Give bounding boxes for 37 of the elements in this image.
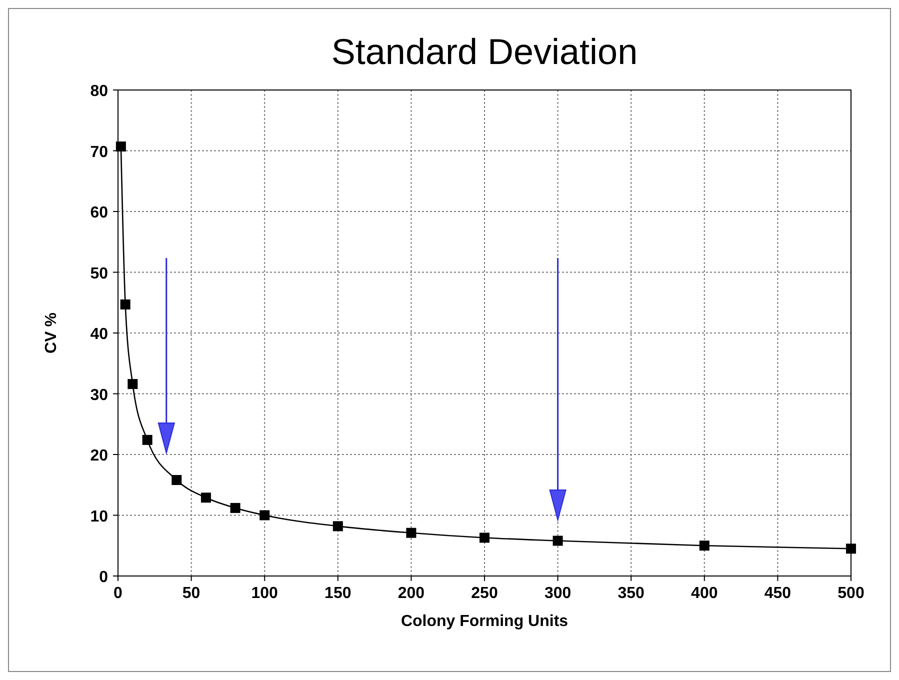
y-tick-label: 10 xyxy=(90,508,108,526)
point xyxy=(116,141,126,152)
point xyxy=(260,510,270,520)
point xyxy=(120,299,130,310)
x-axis-title: Colony Forming Units xyxy=(400,613,568,630)
x-tick-label: 450 xyxy=(764,585,792,602)
point xyxy=(846,544,856,554)
y-tick-label: 0 xyxy=(99,569,108,586)
x-tick-label: 300 xyxy=(544,585,572,602)
x-tick-label: 100 xyxy=(251,585,278,602)
y-axis-title: CV % xyxy=(43,312,60,354)
x-tick-label: 150 xyxy=(324,585,352,602)
point xyxy=(332,521,343,532)
x-tick-label: 0 xyxy=(114,585,123,602)
x-tick-label: 200 xyxy=(398,585,425,602)
point xyxy=(480,532,490,543)
chart-title: Standard Deviation xyxy=(331,31,638,72)
point xyxy=(406,528,416,538)
point xyxy=(552,536,563,546)
point xyxy=(142,434,152,445)
y-tick-label: 20 xyxy=(90,448,108,464)
y-tick-label: 40 xyxy=(90,326,108,343)
y-tick-label: 60 xyxy=(90,204,108,222)
point xyxy=(230,502,240,513)
point xyxy=(699,540,710,551)
y-tick-label: 30 xyxy=(90,386,108,404)
y-tick-label: 70 xyxy=(90,144,108,161)
x-tick-label: 50 xyxy=(182,585,200,602)
point xyxy=(128,379,138,390)
x-tick-label: 400 xyxy=(691,585,718,602)
x-tick-label: 500 xyxy=(838,585,864,602)
point xyxy=(200,492,211,503)
point xyxy=(172,475,182,486)
y-tick-label: 80 xyxy=(90,83,108,100)
x-tick-label: 350 xyxy=(618,585,645,602)
x-tick-label: 250 xyxy=(471,585,498,602)
y-tick-label: 50 xyxy=(90,265,108,282)
